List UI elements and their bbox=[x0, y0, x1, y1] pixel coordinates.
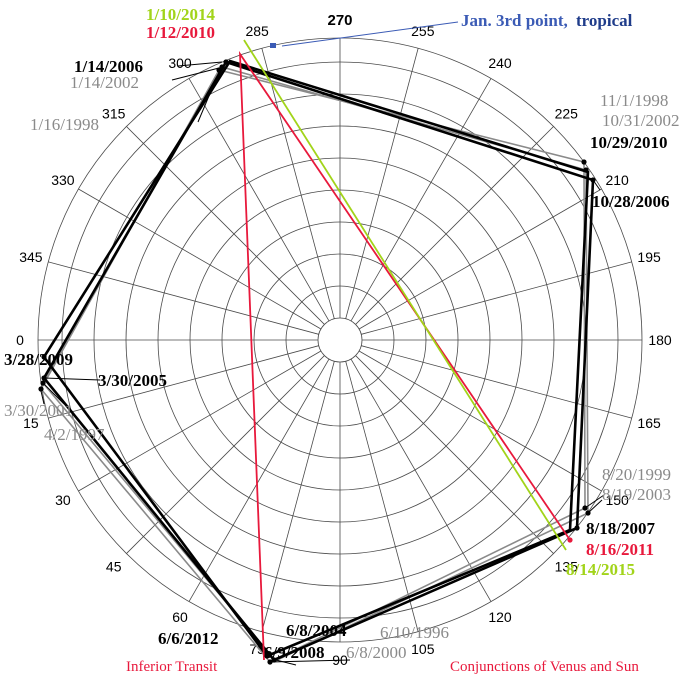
cycle-1996-line bbox=[40, 69, 586, 663]
degree-label-330: 330 bbox=[51, 172, 75, 188]
dot-11-1-1998 bbox=[581, 159, 587, 165]
degree-label-195: 195 bbox=[637, 249, 661, 265]
grid-spoke-255 bbox=[345, 48, 419, 319]
grid-spoke-195 bbox=[361, 261, 632, 335]
label-6-10-1996: 6/10/1996 bbox=[380, 623, 449, 642]
label-1-10-2014: 1/10/2014 bbox=[146, 5, 215, 24]
degree-label-105: 105 bbox=[411, 641, 435, 657]
jan-3rd-point-text: Jan. 3rd point, bbox=[461, 11, 568, 30]
degree-label-210: 210 bbox=[605, 172, 629, 188]
grid-spoke-165 bbox=[361, 345, 632, 419]
date-labels: 1/10/2014 1/12/2010 1/14/2006 1/14/2002 … bbox=[4, 5, 679, 662]
cycle-2012-line bbox=[238, 50, 571, 661]
label-3-28-2009: 3/28/2009 bbox=[4, 350, 73, 369]
vertex-dots bbox=[38, 59, 596, 665]
cycle-2014-line bbox=[243, 39, 567, 551]
dot-3-28-2009 bbox=[41, 354, 47, 360]
label-1-14-2006: 1/14/2006 bbox=[74, 57, 143, 76]
grid-spoke-60 bbox=[188, 358, 330, 602]
label-11-1-1998: 11/1/1998 bbox=[600, 91, 668, 110]
jan-3rd-point-marker bbox=[270, 43, 276, 48]
label-1-12-2010: 1/12/2010 bbox=[146, 23, 215, 42]
label-8-14-2015: 8/14/2015 bbox=[566, 560, 635, 579]
degree-label-315: 315 bbox=[102, 106, 126, 122]
label-leaders bbox=[40, 61, 605, 666]
label-8-19-2003: 8/19/2003 bbox=[602, 485, 671, 504]
jan-3rd-leader-line bbox=[281, 21, 459, 47]
grid-spoke-105 bbox=[345, 361, 419, 632]
label-8-16-2011: 8/16/2011 bbox=[586, 540, 654, 559]
grid-spoke-135 bbox=[355, 355, 554, 554]
dot-4-2-1997 bbox=[38, 386, 44, 392]
degree-label-165: 165 bbox=[637, 415, 661, 431]
grid-spoke-285 bbox=[261, 48, 335, 319]
jan-3rd-point-label: Jan. 3rd point, tropical bbox=[461, 11, 633, 30]
degree-label-240: 240 bbox=[488, 55, 512, 71]
polar-grid bbox=[37, 37, 643, 643]
label-6-6-2012: 6/6/2012 bbox=[158, 629, 218, 648]
degree-tick-labels: 0153045607590105120135150165180195210225… bbox=[16, 12, 672, 668]
degree-label-345: 345 bbox=[19, 249, 43, 265]
label-10-31-2002: 10/31/2002 bbox=[602, 111, 679, 130]
grid-spoke-315 bbox=[126, 126, 325, 325]
pentagram-lines bbox=[40, 39, 595, 663]
grid-spoke-30 bbox=[78, 350, 322, 492]
label-1-16-1998: 1/16/1998 bbox=[30, 115, 99, 134]
dot-8-16-2011 bbox=[567, 537, 573, 543]
grid-spoke-120 bbox=[350, 358, 492, 602]
grid-spoke-15 bbox=[48, 345, 319, 419]
conjunctions-label: Conjunctions of Venus and Sun bbox=[450, 659, 639, 675]
label-3-30-2001: 3/30/2001 bbox=[4, 401, 73, 420]
dot-6-8-2004 bbox=[271, 657, 277, 663]
inferior-transit-label: Inferior Transit bbox=[126, 659, 218, 675]
degree-label-135: 135 bbox=[555, 558, 579, 574]
degree-label-0: 0 bbox=[16, 332, 24, 348]
label-6-8-2004: 6/8/2004 bbox=[286, 621, 347, 640]
degree-label-15: 15 bbox=[23, 415, 39, 431]
label-8-20-1999: 8/20/1999 bbox=[602, 465, 671, 484]
degree-label-300: 300 bbox=[168, 55, 192, 71]
label-8-18-2007: 8/18/2007 bbox=[586, 519, 655, 538]
degree-label-150: 150 bbox=[605, 492, 629, 508]
dot-10-31-2002 bbox=[583, 167, 589, 173]
grid-spoke-210 bbox=[358, 188, 602, 330]
dot-1-14-2006 bbox=[223, 59, 229, 65]
grid-spoke-300 bbox=[188, 78, 330, 322]
degree-label-60: 60 bbox=[172, 609, 188, 625]
label-1-14-2002: 1/14/2002 bbox=[70, 73, 139, 92]
degree-label-225: 225 bbox=[555, 106, 579, 122]
label-10-29-2010: 10/29/2010 bbox=[590, 133, 667, 152]
label-4-2-1997: 4/2/1997 bbox=[44, 425, 105, 444]
degree-label-285: 285 bbox=[245, 23, 269, 39]
label-10-28-2006: 10/28/2006 bbox=[592, 192, 669, 211]
grid-spoke-345 bbox=[48, 261, 319, 335]
grid-spoke-150 bbox=[358, 350, 602, 492]
degree-label-270: 270 bbox=[327, 12, 352, 29]
grid-spoke-225 bbox=[355, 126, 554, 325]
degree-label-30: 30 bbox=[55, 492, 71, 508]
grid-ring-1 bbox=[317, 317, 363, 363]
dot-8-18-2007 bbox=[574, 525, 580, 531]
label-3-30-2005: 3/30/2005 bbox=[98, 371, 167, 390]
degree-label-255: 255 bbox=[411, 23, 435, 39]
cycle-2008-line bbox=[42, 59, 590, 658]
grid-spoke-240 bbox=[350, 78, 492, 322]
label-6-8-2000: 6/8/2000 bbox=[346, 643, 406, 662]
label-6-9-2008: 6/9/2008 bbox=[264, 643, 324, 662]
tropical-text: tropical bbox=[576, 11, 633, 30]
grid-spoke-75 bbox=[261, 361, 335, 632]
grid-spoke-330 bbox=[78, 188, 322, 330]
degree-label-120: 120 bbox=[488, 609, 512, 625]
degree-label-180: 180 bbox=[648, 332, 672, 348]
degree-label-45: 45 bbox=[106, 558, 122, 574]
dot-6-9-2008 bbox=[264, 653, 270, 659]
